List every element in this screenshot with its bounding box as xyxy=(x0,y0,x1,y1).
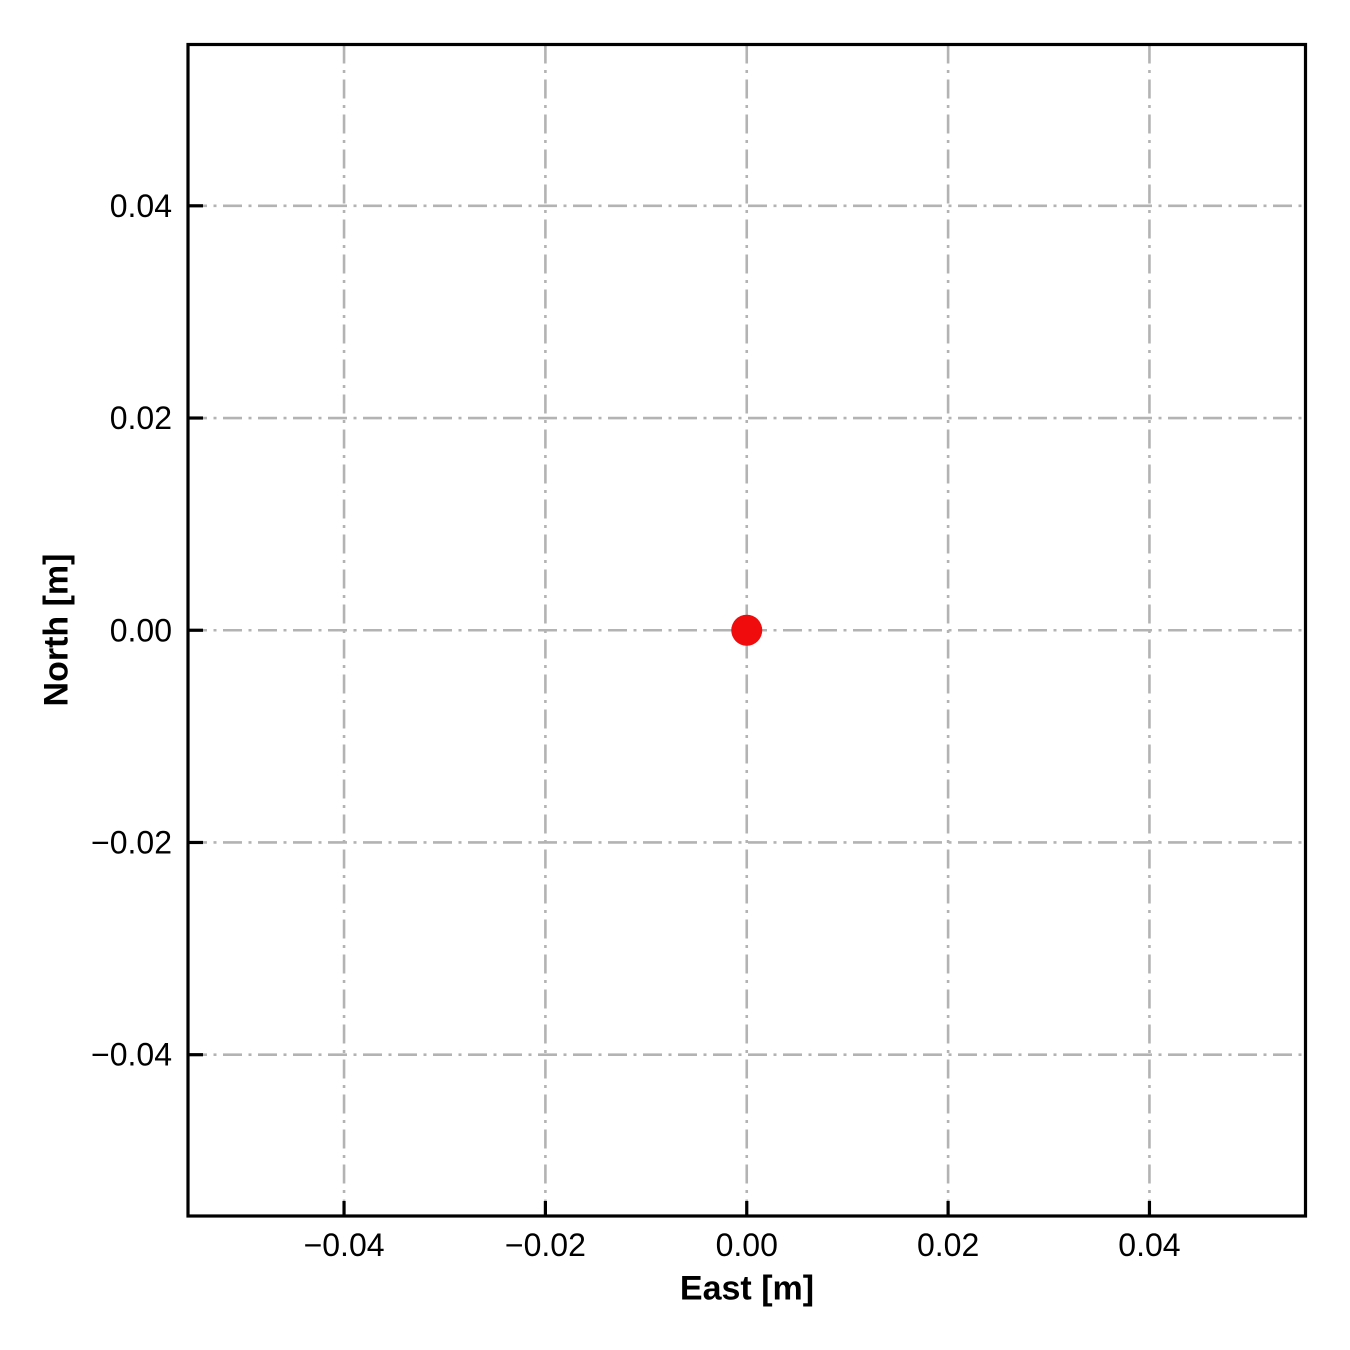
y-tick-label: −0.02 xyxy=(91,824,172,860)
x-tick-label: 0.04 xyxy=(1118,1227,1180,1263)
y-tick-label: 0.04 xyxy=(110,188,172,224)
plot-frame xyxy=(186,42,1308,1218)
x-tick-label: −0.02 xyxy=(505,1227,586,1263)
y-tick-label: 0.02 xyxy=(110,400,172,436)
y-tick-label: −0.04 xyxy=(91,1037,172,1073)
x-tick-label: −0.04 xyxy=(304,1227,385,1263)
x-tick-label: 0.02 xyxy=(917,1227,979,1263)
data-point-marker xyxy=(731,614,763,646)
x-tick-label: 0.00 xyxy=(716,1227,778,1263)
y-axis-label: North [m] xyxy=(37,553,76,707)
x-axis-label: East [m] xyxy=(679,1269,815,1308)
y-tick-label: 0.00 xyxy=(110,612,172,648)
